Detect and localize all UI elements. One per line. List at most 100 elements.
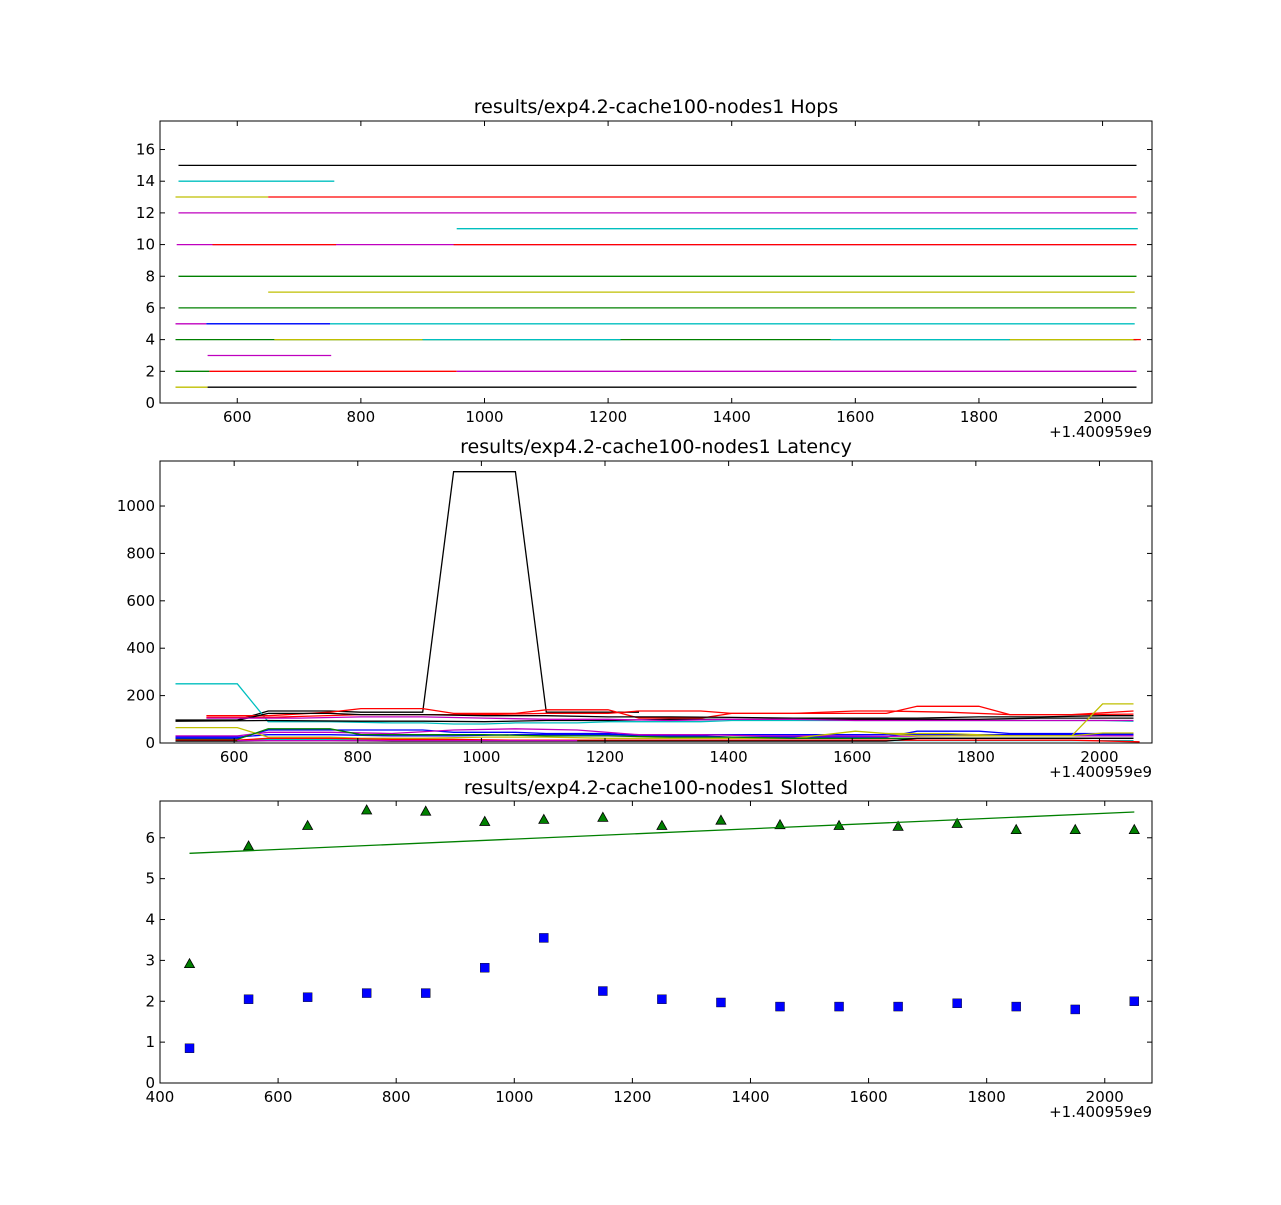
hops-chart: results/exp4.2-cache100-nodes1 Hops 600 8… bbox=[136, 96, 1153, 441]
slotted-square-point bbox=[361, 988, 372, 998]
hops-plot-area bbox=[160, 121, 1152, 403]
latency-series-line-0 bbox=[175, 471, 639, 721]
slotted-triangle-point bbox=[656, 819, 668, 830]
latency-chart-title: results/exp4.2-cache100-nodes1 Latency bbox=[460, 436, 852, 458]
latency-y-tick-label: 400 bbox=[126, 639, 155, 657]
latency-plot-frame bbox=[159, 460, 1153, 744]
hops-y-tick-label: 14 bbox=[136, 172, 155, 190]
slotted-y-tick-label: 0 bbox=[145, 1074, 155, 1092]
slotted-x-tick-label: 1600 bbox=[849, 1088, 887, 1106]
slotted-square-point bbox=[716, 997, 726, 1008]
slotted-triangle-point bbox=[597, 811, 609, 822]
latency-x-tick-label: 1200 bbox=[586, 748, 624, 766]
slotted-y-tick-label: 4 bbox=[145, 911, 155, 929]
slotted-plot-frame bbox=[159, 800, 1153, 1084]
hops-x-tick-label: 2000 bbox=[1083, 408, 1121, 426]
slotted-y-tick-label: 6 bbox=[145, 829, 155, 847]
slotted-triangle-point bbox=[1128, 823, 1140, 835]
slotted-x-tick-label: 1200 bbox=[613, 1088, 651, 1106]
latency-x-tick-label: 800 bbox=[343, 748, 372, 766]
slotted-triangle-point bbox=[1069, 823, 1081, 835]
slotted-triangle-point bbox=[892, 820, 904, 831]
slotted-square-point bbox=[1070, 1004, 1080, 1015]
hops-y-tick-label: 6 bbox=[145, 299, 155, 317]
slotted-triangle-point bbox=[951, 817, 963, 828]
latency-plot-area bbox=[160, 461, 1152, 743]
latency-x-offset-label: +1.400959e9 bbox=[1049, 763, 1152, 781]
latency-y-tick-label: 600 bbox=[126, 592, 155, 610]
slotted-chart: results/exp4.2-cache100-nodes1 Slotted 4… bbox=[145, 777, 1153, 1121]
slotted-square-point bbox=[775, 1001, 785, 1012]
hops-ticks-layer: 600 800 1000 1200 1400 1600 1800 2000 0 2 4 6 8 10 12 1… bbox=[136, 121, 1152, 426]
latency-x-tick-label: 1600 bbox=[833, 748, 871, 766]
slotted-ticks-layer: 400 600 800 1000 1200 1400 1600 1800 2000 0 1 2 3 4 5 6 bbox=[145, 801, 1152, 1106]
hops-y-tick-label: 4 bbox=[145, 331, 155, 349]
slotted-triangle-point bbox=[183, 957, 196, 969]
latency-y-tick-label: 0 bbox=[145, 734, 155, 752]
slotted-y-tick-label: 5 bbox=[145, 870, 155, 888]
latency-series-line-2 bbox=[206, 705, 1134, 719]
latency-x-tick-label: 1800 bbox=[957, 748, 995, 766]
slotted-series-line-2 bbox=[189, 811, 1135, 854]
slotted-triangle-point bbox=[715, 814, 727, 825]
slotted-x-tick-label: 1400 bbox=[731, 1088, 769, 1106]
slotted-triangle-point bbox=[479, 815, 491, 826]
slotted-square-point bbox=[834, 1001, 844, 1012]
latency-series-layer bbox=[175, 471, 1140, 743]
slotted-square-point bbox=[539, 933, 549, 943]
hops-y-tick-label: 16 bbox=[136, 141, 155, 159]
slotted-y-tick-label: 2 bbox=[145, 992, 155, 1010]
slotted-x-tick-label: 600 bbox=[264, 1088, 293, 1106]
slotted-x-offset-label: +1.400959e9 bbox=[1049, 1103, 1152, 1121]
slotted-x-tick-label: 2000 bbox=[1086, 1088, 1124, 1106]
latency-x-tick-label: 1400 bbox=[710, 748, 748, 766]
hops-plot-frame bbox=[159, 120, 1153, 404]
hops-series-layer bbox=[175, 164, 1141, 388]
slotted-square-point bbox=[421, 988, 431, 998]
slotted-triangle-point bbox=[538, 813, 550, 824]
hops-x-tick-label: 1200 bbox=[589, 408, 627, 426]
latency-ticks-layer: 600 800 1000 1200 1400 1600 1800 2000 0 200 400 600… bbox=[117, 461, 1152, 766]
latency-series-line-6 bbox=[206, 716, 1134, 722]
slotted-square-point bbox=[598, 986, 608, 996]
latency-y-tick-label: 1000 bbox=[117, 497, 155, 515]
slotted-square-point bbox=[184, 1043, 195, 1053]
latency-series-line-7 bbox=[175, 729, 1134, 739]
slotted-x-tick-label: 1000 bbox=[495, 1088, 533, 1106]
slotted-square-point bbox=[1011, 1001, 1021, 1012]
hops-y-tick-label: 10 bbox=[136, 236, 155, 254]
hops-y-tick-label: 12 bbox=[136, 204, 155, 222]
slotted-triangle-point bbox=[774, 818, 786, 830]
hops-x-tick-label: 1000 bbox=[465, 408, 503, 426]
hops-x-offset-label: +1.400959e9 bbox=[1049, 423, 1152, 441]
slotted-chart-title: results/exp4.2-cache100-nodes1 Slotted bbox=[464, 777, 848, 799]
slotted-y-tick-label: 1 bbox=[145, 1033, 155, 1051]
hops-x-tick-label: 1600 bbox=[836, 408, 874, 426]
slotted-square-point bbox=[1129, 996, 1139, 1006]
slotted-series-layer bbox=[183, 804, 1140, 1053]
slotted-square-point bbox=[243, 994, 254, 1004]
slotted-x-tick-label: 400 bbox=[146, 1088, 175, 1106]
latency-y-tick-label: 200 bbox=[126, 687, 155, 705]
slotted-triangle-point bbox=[420, 805, 432, 816]
hops-x-tick-label: 800 bbox=[347, 408, 376, 426]
hops-y-tick-label: 2 bbox=[145, 362, 155, 380]
latency-series-line-13 bbox=[175, 737, 1140, 743]
slotted-square-point bbox=[480, 963, 490, 973]
hops-chart-title: results/exp4.2-cache100-nodes1 Hops bbox=[474, 96, 839, 118]
latency-x-tick-label: 2000 bbox=[1080, 748, 1118, 766]
slotted-triangle-point bbox=[242, 840, 255, 851]
latency-x-tick-label: 1000 bbox=[462, 748, 500, 766]
slotted-plot-area bbox=[160, 801, 1152, 1083]
slotted-x-tick-label: 1800 bbox=[968, 1088, 1006, 1106]
slotted-y-tick-label: 3 bbox=[145, 951, 155, 969]
slotted-square-point bbox=[657, 994, 667, 1004]
latency-chart: results/exp4.2-cache100-nodes1 Latency 6… bbox=[117, 436, 1153, 781]
hops-y-tick-label: 0 bbox=[145, 394, 155, 412]
slotted-x-tick-label: 800 bbox=[382, 1088, 411, 1106]
hops-x-tick-label: 600 bbox=[223, 408, 252, 426]
latency-x-tick-label: 600 bbox=[220, 748, 249, 766]
slotted-triangle-point bbox=[360, 804, 373, 815]
latency-series-line-16 bbox=[886, 732, 1134, 737]
